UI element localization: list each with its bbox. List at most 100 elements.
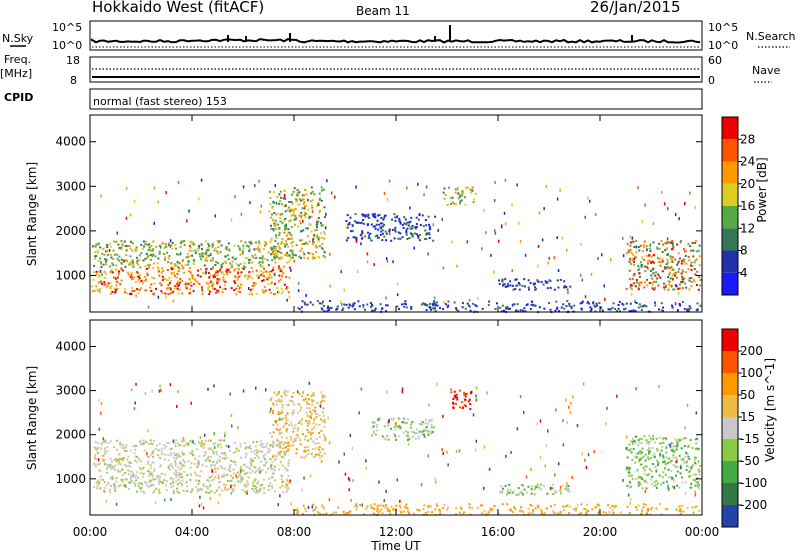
data-cell bbox=[160, 284, 163, 287]
data-cell bbox=[288, 220, 290, 223]
data-cell bbox=[518, 283, 521, 286]
data-cell bbox=[281, 290, 284, 293]
data-cell bbox=[697, 468, 700, 471]
data-cell bbox=[411, 235, 414, 238]
velocity-data bbox=[93, 381, 702, 516]
data-cell bbox=[562, 443, 565, 447]
data-cell bbox=[309, 410, 312, 413]
data-cell bbox=[312, 440, 315, 443]
data-cell bbox=[176, 282, 179, 285]
data-cell bbox=[262, 464, 265, 467]
data-cell bbox=[296, 194, 299, 197]
data-cell bbox=[140, 490, 143, 493]
data-cell bbox=[286, 480, 289, 482]
data-cell bbox=[433, 296, 436, 300]
data-cell bbox=[693, 456, 696, 459]
data-cell bbox=[132, 474, 135, 477]
data-cell bbox=[128, 245, 131, 247]
data-cell bbox=[406, 221, 408, 224]
data-cell bbox=[699, 279, 702, 281]
data-cell bbox=[176, 456, 179, 459]
data-cell bbox=[240, 271, 243, 274]
data-cell bbox=[296, 434, 299, 437]
data-cell bbox=[397, 231, 400, 234]
data-cell bbox=[374, 309, 376, 312]
data-cell bbox=[674, 302, 677, 306]
data-cell bbox=[255, 492, 258, 494]
data-cell bbox=[290, 502, 292, 506]
beam-label: Beam 11 bbox=[356, 4, 410, 18]
data-cell bbox=[388, 179, 391, 183]
data-cell bbox=[665, 263, 668, 266]
data-cell bbox=[139, 266, 142, 269]
data-cell bbox=[299, 222, 302, 225]
data-cell bbox=[557, 269, 560, 272]
data-cell bbox=[134, 248, 137, 251]
data-cell bbox=[308, 403, 311, 406]
data-cell bbox=[355, 185, 357, 189]
data-cell bbox=[184, 283, 187, 286]
data-cell bbox=[685, 262, 688, 265]
data-cell bbox=[201, 271, 204, 274]
data-cell bbox=[229, 470, 231, 472]
data-cell bbox=[187, 444, 190, 447]
data-cell bbox=[242, 244, 245, 247]
data-cell bbox=[190, 440, 193, 443]
data-cell bbox=[555, 300, 558, 303]
data-cell bbox=[455, 513, 458, 516]
data-cell bbox=[540, 510, 543, 513]
data-cell bbox=[668, 273, 671, 276]
data-cell bbox=[286, 261, 289, 264]
data-cell bbox=[280, 395, 283, 398]
data-cell bbox=[188, 209, 190, 213]
data-cell bbox=[688, 259, 691, 262]
data-cell bbox=[98, 288, 101, 291]
data-cell bbox=[591, 508, 594, 511]
data-cell bbox=[135, 249, 138, 252]
data-cell bbox=[294, 424, 297, 427]
data-cell bbox=[674, 271, 677, 274]
data-cell bbox=[101, 443, 104, 446]
data-cell bbox=[645, 244, 647, 248]
data-cell bbox=[646, 474, 649, 477]
data-cell bbox=[481, 307, 484, 310]
data-cell bbox=[312, 394, 315, 397]
data-cell bbox=[522, 511, 525, 514]
data-cell bbox=[668, 476, 671, 479]
nsky-spikes bbox=[227, 25, 633, 42]
data-cell bbox=[638, 272, 641, 275]
data-cell bbox=[292, 209, 295, 212]
data-cell bbox=[559, 489, 562, 492]
data-cell bbox=[629, 482, 632, 485]
data-cell bbox=[203, 264, 206, 267]
data-cell bbox=[692, 249, 695, 252]
data-cell bbox=[217, 458, 220, 461]
data-cell bbox=[207, 282, 210, 285]
data-cell bbox=[274, 256, 277, 258]
data-cell bbox=[353, 302, 356, 305]
data-cell bbox=[696, 447, 699, 450]
data-cell bbox=[690, 249, 692, 252]
data-cell bbox=[276, 196, 279, 198]
data-cell bbox=[115, 480, 118, 483]
data-cell bbox=[179, 246, 182, 248]
data-cell bbox=[306, 243, 309, 245]
data-cell bbox=[191, 488, 194, 491]
colorbar-tick-label: 8 bbox=[740, 244, 748, 258]
data-cell bbox=[294, 198, 297, 201]
data-cell bbox=[152, 455, 154, 458]
data-cell bbox=[163, 246, 166, 249]
data-cell bbox=[417, 236, 420, 239]
data-cell bbox=[379, 303, 382, 306]
data-cell bbox=[566, 248, 568, 252]
data-cell bbox=[266, 278, 269, 281]
data-cell bbox=[387, 508, 390, 511]
data-cell bbox=[312, 238, 314, 242]
data-cell bbox=[95, 273, 98, 276]
data-cell bbox=[351, 230, 354, 233]
data-cell bbox=[638, 303, 641, 306]
cpid-label: CPID bbox=[4, 91, 33, 104]
data-cell bbox=[488, 467, 491, 471]
data-cell bbox=[257, 249, 260, 252]
